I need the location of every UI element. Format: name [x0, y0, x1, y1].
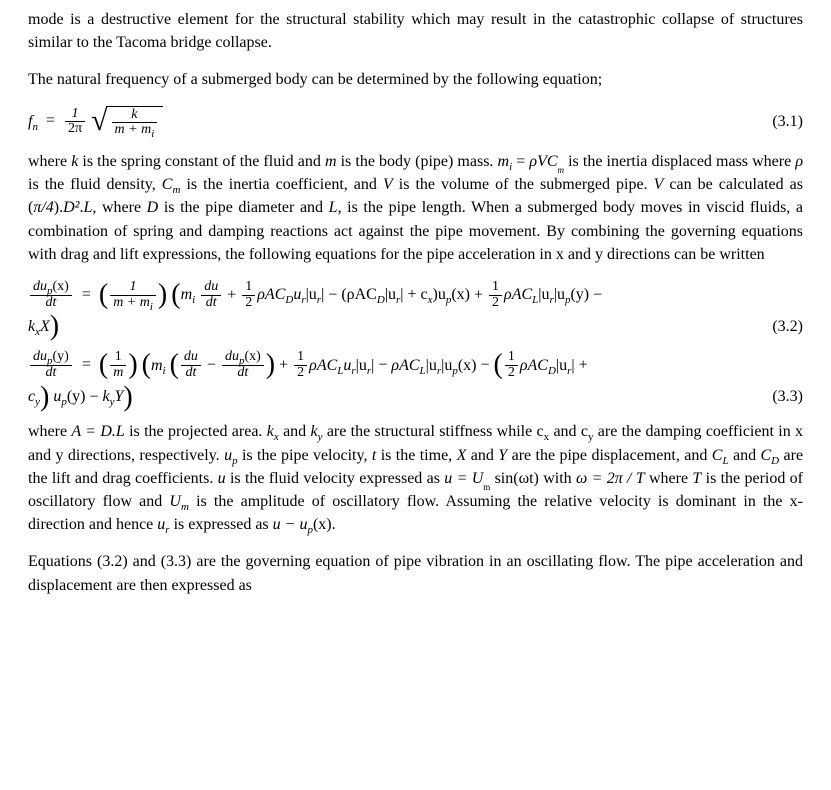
paragraph-intro: mode is a destructive element for the st… [28, 8, 803, 54]
equation-3-1-row: fn = 1 2π √ k m + mi (3.1) [28, 106, 803, 138]
paragraph-after-3-3: where A = D.L is the projected area. kx … [28, 420, 803, 536]
equation-3-3-row: dup(y) dt = (1m) (mi (dudt − dup(x)dt) +… [28, 350, 803, 408]
paragraph-after-3-1: where k is the spring constant of the fl… [28, 150, 803, 266]
equation-3-1: fn = 1 2π √ k m + mi [28, 106, 163, 138]
equation-3-1-number: (3.1) [762, 110, 803, 133]
equation-3-2-number: (3.2) [762, 315, 803, 338]
paragraph-final: Equations (3.2) and (3.3) are the govern… [28, 550, 803, 596]
equation-3-3-number: (3.3) [762, 385, 803, 408]
equation-3-2-row: dup(x) dt = ( 1 m + mi ) (mi dudt + 12ρA… [28, 280, 803, 338]
equation-3-3: dup(y) dt = (1m) (mi (dudt − dup(x)dt) +… [28, 350, 762, 408]
equation-3-2: dup(x) dt = ( 1 m + mi ) (mi dudt + 12ρA… [28, 280, 762, 338]
paragraph-natural-frequency-intro: The natural frequency of a submerged bod… [28, 68, 803, 91]
